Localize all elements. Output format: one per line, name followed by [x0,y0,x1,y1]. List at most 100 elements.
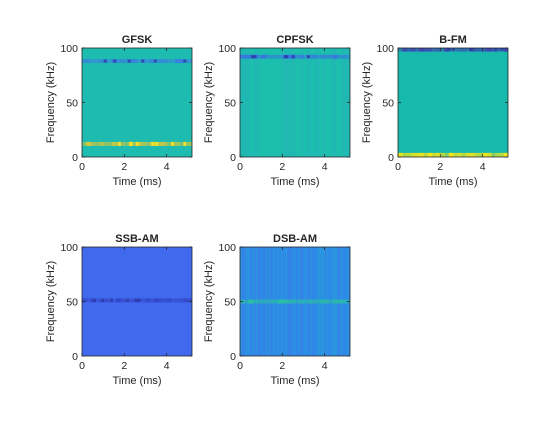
y-axis-label: Frequency (kHz) [203,62,215,143]
band-segment [465,152,471,157]
band-segment [187,141,192,146]
band-segment [406,152,412,157]
band-segment [423,152,429,157]
band-segment [179,59,184,64]
subplot-title: B-FM [439,34,467,46]
band-segment [457,152,462,157]
y-tick-label: 50 [66,297,78,309]
band-segment [94,59,100,64]
band-segment [414,152,420,157]
band-segment [175,141,180,146]
band-segment [431,152,437,157]
band-segment [286,54,292,59]
band-segment [423,48,429,52]
band-segment [448,48,454,52]
band-segment [86,59,91,64]
spectrogram-texture [281,48,285,157]
spectrogram-texture [328,48,332,157]
band-segment [311,299,317,304]
band-segment [440,152,445,157]
spectrogram-texture [264,48,268,157]
band-segment [333,54,338,59]
subplot-ssb-am: 0 2 4 0 50 100 SSB-AM Time (ms) Frequency (kHz) [45,233,193,387]
band-segment [179,141,184,146]
band-segment [132,59,138,64]
band-segment [128,298,134,303]
band-segment [252,299,258,304]
band-segment [269,299,275,304]
spectrogram-image [82,48,192,157]
band-segment [495,152,500,157]
spectrogram-texture [339,48,343,157]
band-segment [307,299,313,304]
band-trough [306,55,310,59]
band-segment [166,59,172,64]
y-tick-label: 0 [388,152,394,164]
band-segment [111,141,117,146]
band-segment [436,152,441,157]
x-axis-label: Time (ms) [112,176,161,188]
band-segment [103,298,108,303]
band-trough [92,298,96,302]
band-segment [187,298,192,303]
band-peak [183,141,187,146]
spectrogram-texture [322,48,326,157]
band-segment [491,152,496,157]
x-axis-label: Time (ms) [112,375,161,387]
band-segment [406,48,412,52]
band-segment [273,299,279,304]
y-tick-label: 50 [382,98,394,110]
spectrogram-image [240,48,350,157]
band-segment [478,152,484,157]
band-segment [94,298,100,303]
band-segment [98,141,104,146]
spectrogram-texture [311,48,315,157]
band-segment [111,298,117,303]
band-segment [299,54,304,59]
spectrogram-texture [273,48,277,157]
band-segment [162,298,168,303]
band-segment [103,141,108,146]
band-trough [285,55,289,59]
band-segment [398,48,403,52]
band-segment [457,48,462,52]
band-segment [402,152,407,157]
band-trough [100,298,104,302]
band-segment [244,54,249,59]
band-segment [419,48,424,52]
x-tick-label: 0 [237,161,243,173]
band-segment [427,48,433,52]
x-axis-label: Time (ms) [428,176,477,188]
spectrogram-texture [268,247,271,356]
band-trough [500,48,504,51]
band-segment [82,298,87,303]
spectrogram-texture [242,48,246,157]
spectrogram-texture [295,48,299,157]
band-peak [117,141,121,146]
band-segment [158,141,163,146]
band-segment [162,141,168,146]
band-trough [113,59,117,63]
band-segment [299,299,304,304]
band-segment [495,48,500,52]
band-segment [324,54,330,59]
spectrogram-texture [317,48,321,157]
spectrogram-image [240,247,350,356]
band-trough [103,59,107,63]
band-segment [141,141,146,146]
band-segment [491,48,496,52]
band-segment [90,298,96,303]
band-peak [135,141,139,146]
band-trough [153,59,157,63]
band-peak [129,141,133,146]
spectrogram-texture [308,48,312,157]
spectrogram-texture [292,48,296,157]
band-segment [145,298,151,303]
band-segment [469,152,475,157]
band-segment [90,141,96,146]
x-tick-label: 2 [279,360,285,372]
band-segment [282,299,287,304]
band-segment [341,299,347,304]
band-segment [261,299,266,304]
